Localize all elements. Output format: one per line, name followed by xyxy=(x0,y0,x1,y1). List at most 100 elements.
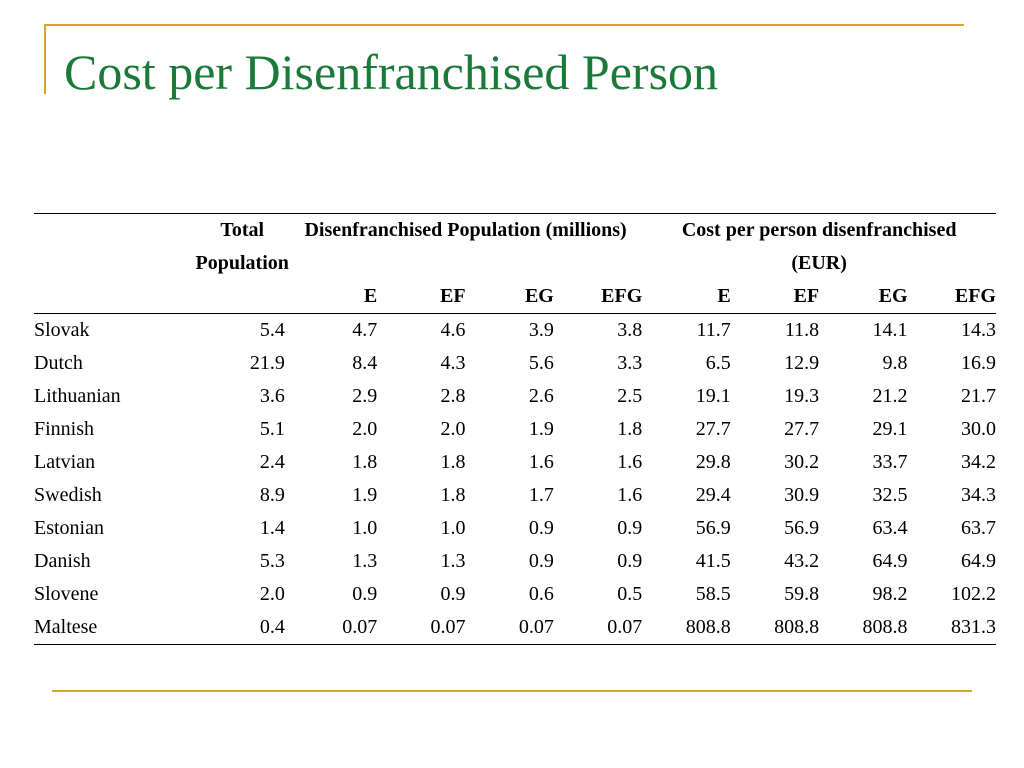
group-header-row: Total Population Disenfranchised Populat… xyxy=(34,214,996,280)
total-population-header: Total Population xyxy=(195,219,289,274)
language-cell: Maltese xyxy=(34,616,98,638)
cost-cell: 33.7 xyxy=(872,451,908,473)
population-cell: 1.9 xyxy=(528,418,554,440)
population-cell: 1.8 xyxy=(440,484,466,506)
slide-title: Cost per Disenfranchised Person xyxy=(64,44,719,100)
population-cell: 0.6 xyxy=(528,583,554,605)
cost-cell: 27.7 xyxy=(784,418,820,440)
cost-cell: 30.9 xyxy=(784,484,820,506)
cost-cell: 63.7 xyxy=(961,517,996,539)
cost-cell: 11.8 xyxy=(784,319,820,341)
population-cell: 2.0 xyxy=(440,418,466,440)
table-row: Slovak 5.4 4.7 4.6 3.9 3.8 11.7 11.8 14.1 14.3 xyxy=(34,314,996,348)
cost-cell: 56.9 xyxy=(695,517,731,539)
cost-cell: 64.9 xyxy=(961,550,996,572)
language-cell: Latvian xyxy=(34,451,96,473)
population-cell: 1.3 xyxy=(352,550,378,572)
population-cell: 0.9 xyxy=(528,550,554,572)
cost-table: Total Population Disenfranchised Populat… xyxy=(34,213,996,645)
cost-cell: 30.2 xyxy=(784,451,820,473)
cost-cell: 43.2 xyxy=(784,550,820,572)
empty-sub-header xyxy=(34,280,156,314)
table-row: Dutch 21.9 8.4 4.3 5.6 3.3 6.5 12.9 9.8 16.9 xyxy=(34,347,996,380)
table-top-rule xyxy=(34,213,996,214)
total-population-cell: 8.9 xyxy=(259,484,285,506)
total-population-cell: 5.3 xyxy=(259,550,285,572)
sub-header-pop-efg: EFG xyxy=(601,285,643,307)
population-cell: 1.7 xyxy=(528,484,554,506)
sub-header-pop-e: E xyxy=(363,285,378,307)
language-cell: Dutch xyxy=(34,352,83,374)
population-cell: 2.9 xyxy=(352,385,378,407)
population-cell: 2.5 xyxy=(617,385,643,407)
population-cell: 1.6 xyxy=(617,484,643,506)
language-cell: Estonian xyxy=(34,517,104,539)
cost-cell: 831.3 xyxy=(951,616,996,638)
population-cell: 0.07 xyxy=(342,616,378,638)
empty-total-sub-header xyxy=(156,280,289,314)
population-cell: 3.3 xyxy=(617,352,643,374)
cost-cell: 6.5 xyxy=(705,352,731,374)
population-cell: 1.8 xyxy=(617,418,643,440)
population-cell: 0.9 xyxy=(617,550,643,572)
sub-header-pop-eg: EG xyxy=(524,285,554,307)
cost-cell: 11.7 xyxy=(696,319,731,341)
population-cell: 1.3 xyxy=(440,550,466,572)
total-population-cell: 3.6 xyxy=(259,385,285,407)
population-cell: 0.9 xyxy=(528,517,554,539)
language-cell: Slovene xyxy=(34,583,99,605)
cost-cell: 58.5 xyxy=(695,583,731,605)
population-cell: 1.8 xyxy=(352,451,378,473)
population-cell: 1.0 xyxy=(352,517,378,539)
top-accent-rule xyxy=(44,24,964,26)
population-cell: 4.6 xyxy=(440,319,466,341)
table-row: Swedish 8.9 1.9 1.8 1.7 1.6 29.4 30.9 32.5 34.3 xyxy=(34,479,996,512)
population-cell: 0.9 xyxy=(352,583,378,605)
cost-cell: 16.9 xyxy=(961,352,996,374)
table-row: Estonian 1.4 1.0 1.0 0.9 0.9 56.9 56.9 63.4 63.7 xyxy=(34,512,996,545)
population-cell: 0.07 xyxy=(430,616,466,638)
cost-cell: 56.9 xyxy=(784,517,820,539)
total-population-cell: 5.1 xyxy=(259,418,285,440)
language-cell: Danish xyxy=(34,550,91,572)
cost-cell: 19.3 xyxy=(784,385,820,407)
population-cell: 1.6 xyxy=(528,451,554,473)
cost-cell: 9.8 xyxy=(882,352,908,374)
cost-cell: 19.1 xyxy=(695,385,731,407)
table-row: Maltese 0.4 0.07 0.07 0.07 0.07 808.8 808.8 808.… xyxy=(34,611,996,645)
total-population-cell: 2.4 xyxy=(259,451,285,473)
table-row: Danish 5.3 1.3 1.3 0.9 0.9 41.5 43.2 64.9 64.9 xyxy=(34,545,996,578)
table-row: Lithuanian 3.6 2.9 2.8 2.6 2.5 19.1 19.3 21.2 21.… xyxy=(34,380,996,413)
cost-cell: 21.7 xyxy=(961,385,996,407)
cost-cell: 14.3 xyxy=(961,319,996,341)
cost-cell: 808.8 xyxy=(774,616,820,638)
sub-header-row: E EF EG EFG E EF EG EFG xyxy=(34,280,996,314)
cost-header: Cost per person disenfranchised (EUR) xyxy=(681,219,957,274)
disenfranchised-header: Disenfranchised Population (millions) xyxy=(304,219,627,241)
cost-cell: 34.3 xyxy=(961,484,996,506)
table-row: Finnish 5.1 2.0 2.0 1.9 1.8 27.7 27.7 29.1 30.0 xyxy=(34,413,996,446)
cost-cell: 29.4 xyxy=(695,484,731,506)
language-cell: Slovak xyxy=(34,319,90,341)
cost-cell: 29.1 xyxy=(872,418,908,440)
population-cell: 2.8 xyxy=(440,385,466,407)
language-cell: Swedish xyxy=(34,484,102,506)
table-row: Slovene 2.0 0.9 0.9 0.6 0.5 58.5 59.8 98.2 102.2 xyxy=(34,578,996,611)
population-cell: 4.7 xyxy=(352,319,378,341)
population-cell: 0.5 xyxy=(617,583,643,605)
sub-header-cost-efg: EFG xyxy=(954,285,996,307)
cost-cell: 808.8 xyxy=(685,616,731,638)
total-population-cell: 1.4 xyxy=(259,517,285,539)
population-cell: 8.4 xyxy=(352,352,378,374)
population-cell: 0.07 xyxy=(607,616,643,638)
language-cell: Finnish xyxy=(34,418,95,440)
sub-header-cost-eg: EG xyxy=(878,285,908,307)
population-cell: 2.6 xyxy=(528,385,554,407)
population-cell: 4.3 xyxy=(440,352,466,374)
cost-cell: 102.2 xyxy=(951,583,996,605)
cost-cell: 98.2 xyxy=(872,583,908,605)
population-cell: 3.9 xyxy=(528,319,554,341)
cost-cell: 12.9 xyxy=(784,352,820,374)
language-cell: Lithuanian xyxy=(34,385,121,407)
empty-corner-header xyxy=(34,214,156,280)
